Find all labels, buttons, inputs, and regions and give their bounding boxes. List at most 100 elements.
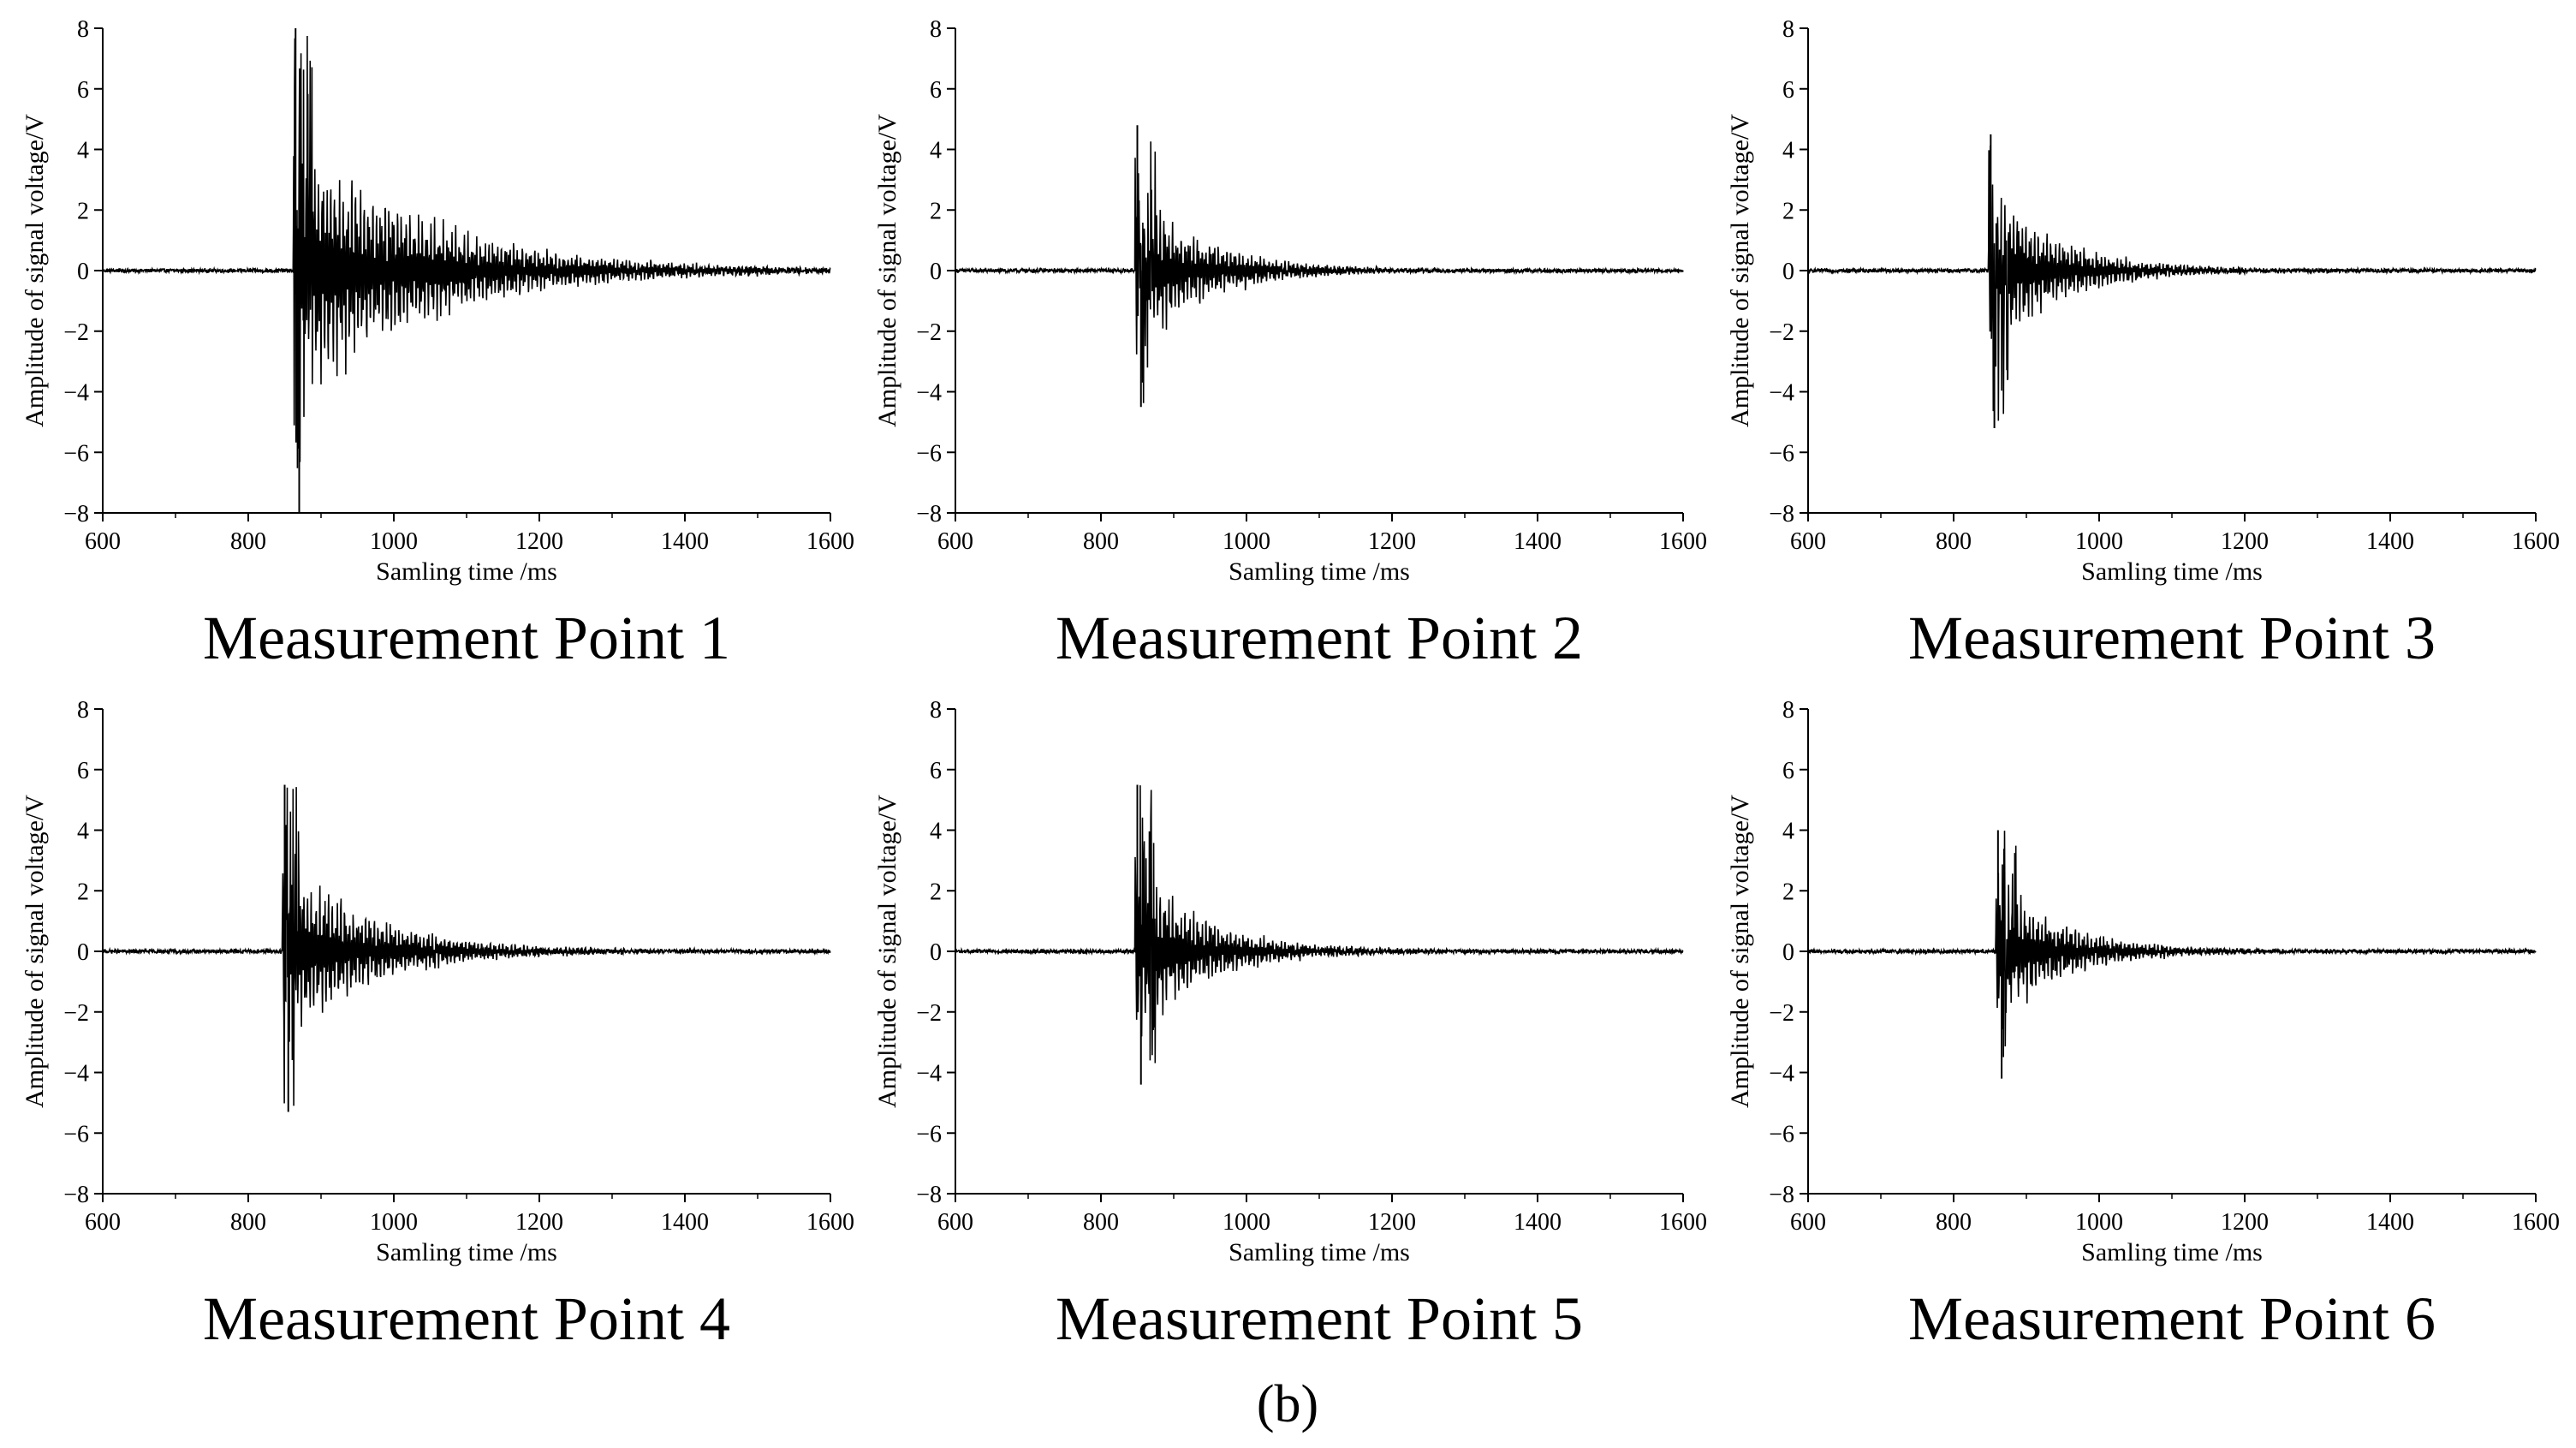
x-tick-label-4-4: 1400: [661, 1209, 709, 1236]
y-tick-label-5-1: 6: [930, 758, 942, 784]
x-tick-label-3-2: 1000: [2075, 528, 2123, 555]
y-tick-label-4-5: −2: [63, 1000, 89, 1027]
y-tick-label-4-4: 0: [77, 939, 89, 966]
x-tick-label-5-4: 1400: [1514, 1209, 1562, 1236]
x-tick-label-6-4: 1400: [2366, 1209, 2414, 1236]
y-tick-label-1-7: −6: [63, 440, 89, 467]
x-tick-label-3-0: 600: [1790, 528, 1826, 555]
figure-sub-label: (b): [1257, 1375, 1318, 1433]
x-tick-label-5-1: 800: [1083, 1209, 1119, 1236]
y-tick-label-1-3: 2: [77, 198, 89, 224]
y-tick-label-6-0: 8: [1782, 697, 1794, 724]
y-tick-label-1-0: 8: [77, 16, 89, 43]
x-tick-label-4-2: 1000: [370, 1209, 418, 1236]
y-tick-label-3-6: −4: [1769, 380, 1794, 407]
y-tick-label-3-5: −2: [1769, 319, 1794, 346]
x-axis-title-4: Samling time /ms: [376, 1238, 557, 1266]
signal-trace-2: [955, 141, 1684, 403]
y-tick-label-2-6: −4: [916, 380, 942, 407]
panel-caption-1: Measurement Point 1: [203, 604, 730, 672]
y-tick-label-1-1: 6: [77, 77, 89, 104]
y-tick-label-5-6: −4: [916, 1061, 942, 1087]
figure-sub-label-text: (b): [1257, 1375, 1318, 1433]
x-axis-title-6: Samling time /ms: [2081, 1238, 2263, 1266]
x-tick-label-2-4: 1400: [1514, 528, 1562, 555]
y-tick-label-1-4: 0: [77, 259, 89, 285]
x-tick-label-4-0: 600: [85, 1209, 121, 1236]
x-tick-label-4-5: 1600: [806, 1209, 854, 1236]
x-tick-label-3-3: 1200: [2221, 528, 2269, 555]
y-tick-label-2-1: 6: [930, 77, 942, 104]
y-tick-label-1-5: −2: [63, 319, 89, 346]
x-tick-label-6-3: 1200: [2221, 1209, 2269, 1236]
x-tick-label-1-5: 1600: [806, 528, 854, 555]
x-axis-title-1: Samling time /ms: [376, 557, 557, 586]
x-tick-label-4-1: 800: [230, 1209, 266, 1236]
panel-caption-4: Measurement Point 4: [203, 1284, 730, 1353]
y-tick-label-4-0: 8: [77, 697, 89, 724]
y-tick-label-5-8: −8: [916, 1182, 942, 1208]
y-tick-label-6-5: −2: [1769, 1000, 1794, 1027]
panel-caption-2: Measurement Point 2: [1056, 604, 1583, 672]
y-tick-label-6-4: 0: [1782, 939, 1794, 966]
y-axis-title-3: Amplitude of signal voltage/V: [1726, 114, 1754, 427]
y-tick-label-6-2: 4: [1782, 819, 1794, 845]
y-tick-label-2-8: −8: [916, 501, 942, 527]
y-tick-label-6-6: −4: [1769, 1061, 1794, 1087]
y-tick-label-5-7: −6: [916, 1121, 942, 1147]
y-tick-label-2-3: 2: [930, 198, 942, 224]
y-tick-label-2-2: 4: [930, 138, 942, 164]
y-tick-label-6-8: −8: [1769, 1182, 1794, 1208]
y-tick-label-2-5: −2: [916, 319, 942, 346]
y-axis-title-2: Amplitude of signal voltage/V: [873, 114, 901, 427]
y-tick-label-3-8: −8: [1769, 501, 1794, 527]
y-tick-label-5-3: 2: [930, 879, 942, 905]
y-axis-title-6: Amplitude of signal voltage/V: [1726, 795, 1754, 1108]
y-tick-label-1-2: 4: [77, 138, 89, 164]
panel-caption-6: Measurement Point 6: [1908, 1284, 2436, 1353]
y-tick-label-4-2: 4: [77, 819, 89, 845]
x-tick-label-5-0: 600: [937, 1209, 973, 1236]
signal-trace-4: [102, 787, 831, 1106]
x-tick-label-2-1: 800: [1083, 528, 1119, 555]
y-tick-label-4-8: −8: [63, 1182, 89, 1208]
y-tick-label-3-0: 8: [1782, 16, 1794, 43]
y-axis-title-4: Amplitude of signal voltage/V: [21, 795, 49, 1108]
y-tick-label-3-3: 2: [1782, 198, 1794, 224]
signal-trace-5: [955, 785, 1684, 1064]
signal-trace-3: [1807, 146, 2537, 421]
x-tick-label-2-5: 1600: [1659, 528, 1707, 555]
y-tick-label-3-4: 0: [1782, 259, 1794, 285]
y-tick-label-1-8: −8: [63, 501, 89, 527]
signal-trace-1: [102, 35, 831, 468]
y-tick-label-5-0: 8: [930, 697, 942, 724]
x-tick-label-6-2: 1000: [2075, 1209, 2123, 1236]
signal-trace-6: [1807, 831, 2537, 1058]
x-axis-title-2: Samling time /ms: [1229, 557, 1410, 586]
x-tick-label-1-2: 1000: [370, 528, 418, 555]
y-tick-label-6-7: −6: [1769, 1121, 1794, 1147]
y-tick-label-6-3: 2: [1782, 879, 1794, 905]
y-tick-label-6-1: 6: [1782, 758, 1794, 784]
x-tick-label-4-3: 1200: [515, 1209, 563, 1236]
y-axis-title-5: Amplitude of signal voltage/V: [873, 795, 901, 1108]
y-tick-label-4-7: −6: [63, 1121, 89, 1147]
y-tick-label-5-5: −2: [916, 1000, 942, 1027]
panel-caption-5: Measurement Point 5: [1056, 1284, 1583, 1353]
x-tick-label-5-3: 1200: [1368, 1209, 1416, 1236]
y-tick-label-5-4: 0: [930, 939, 942, 966]
x-tick-label-6-5: 1600: [2512, 1209, 2560, 1236]
x-axis-title-3: Samling time /ms: [2081, 557, 2263, 586]
x-tick-label-3-5: 1600: [2512, 528, 2560, 555]
x-tick-label-1-4: 1400: [661, 528, 709, 555]
x-tick-label-1-1: 800: [230, 528, 266, 555]
x-tick-label-1-0: 600: [85, 528, 121, 555]
